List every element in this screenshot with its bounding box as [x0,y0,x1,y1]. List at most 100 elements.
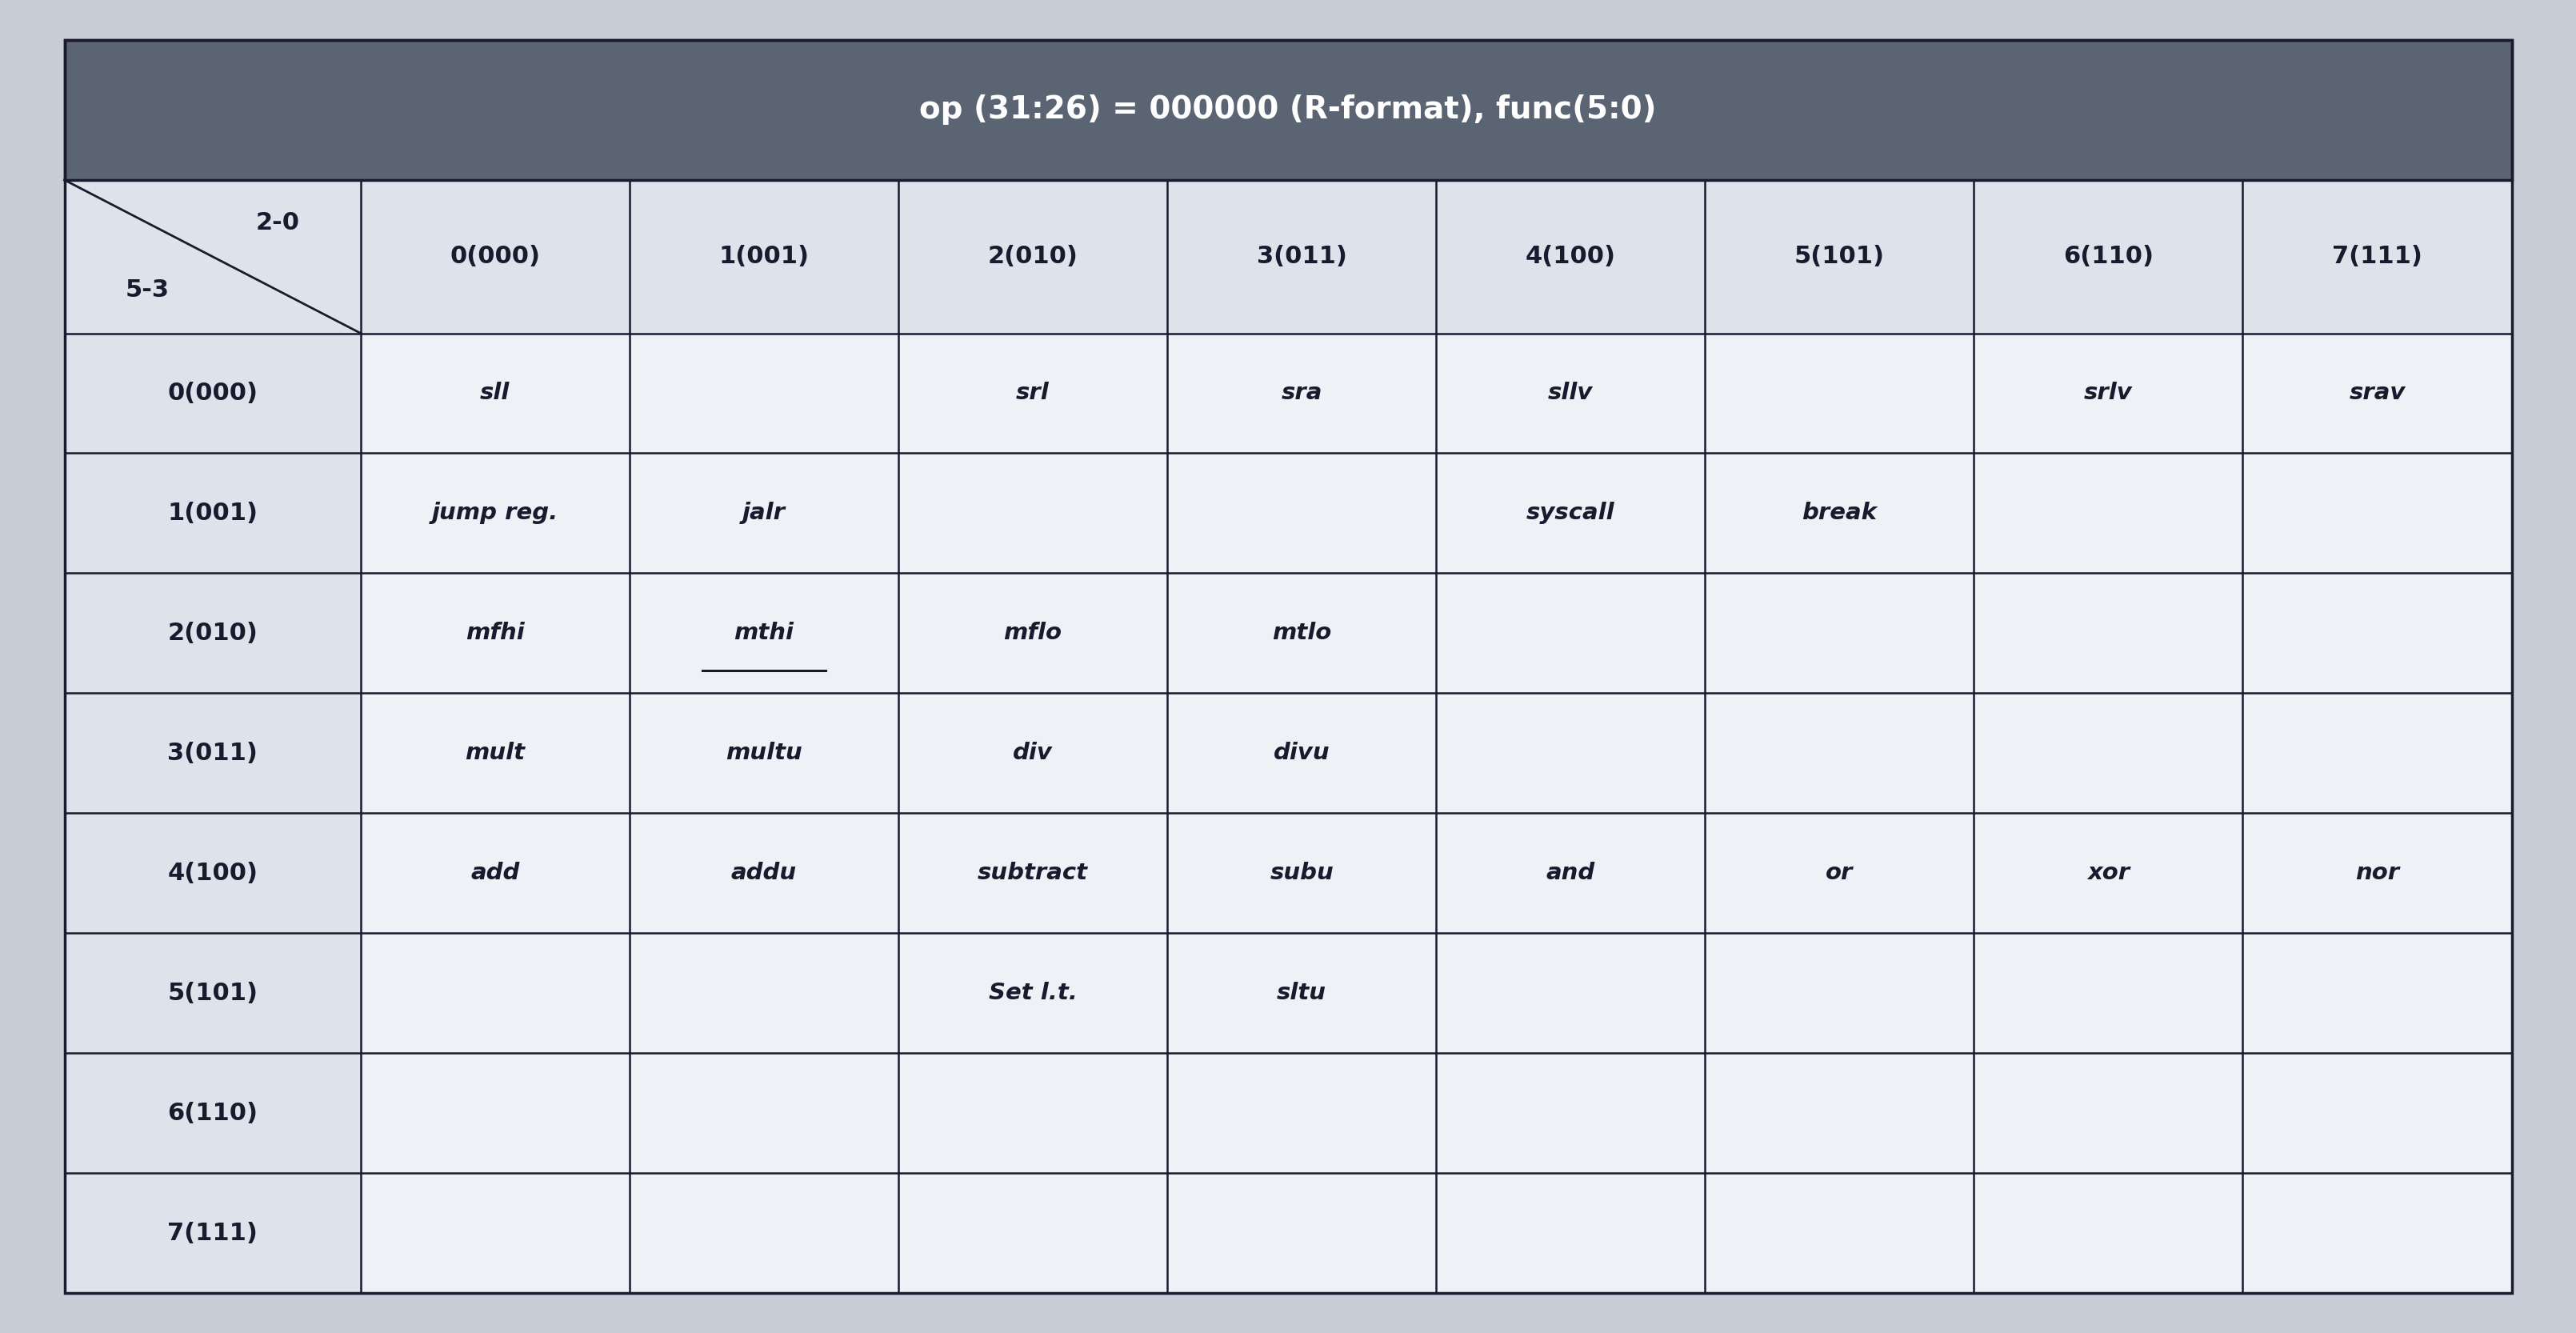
Text: 2-0: 2-0 [255,211,299,235]
Bar [899,813,1167,933]
Bar [2244,1053,2512,1173]
Bar [629,573,899,693]
Text: sllv: sllv [1548,383,1592,404]
Text: multu: multu [726,742,801,764]
Text: subu: subu [1270,862,1334,884]
Bar [899,573,1167,693]
Bar [899,1053,1167,1173]
Text: 2(010): 2(010) [987,245,1077,268]
Text: mflo: mflo [1005,623,1061,644]
Bar [629,933,899,1053]
Bar [1167,1053,1437,1173]
Bar [64,40,2512,180]
Bar [1705,453,1973,573]
Bar [361,573,629,693]
Text: mtlo: mtlo [1273,623,1332,644]
Bar [1973,693,2244,813]
Bar [1705,1053,1973,1173]
Bar [361,693,629,813]
Text: subtract: subtract [979,862,1087,884]
Bar [1973,933,2244,1053]
Bar [2244,333,2512,453]
Bar [1705,1173,1973,1293]
Text: or: or [1826,862,1852,884]
Bar [64,453,361,573]
Bar [1437,813,1705,933]
Bar [2244,693,2512,813]
Bar [2244,933,2512,1053]
Bar [629,1173,899,1293]
Bar [899,1173,1167,1293]
Bar [629,453,899,573]
Bar [1167,333,1437,453]
Text: 5(101): 5(101) [167,981,258,1005]
Text: sll: sll [479,383,510,404]
Bar [1167,693,1437,813]
Text: 4(100): 4(100) [167,861,258,885]
Text: 6(110): 6(110) [2063,245,2154,268]
Bar [1705,693,1973,813]
Bar [2244,453,2512,573]
Bar [1705,813,1973,933]
Text: 0(000): 0(000) [451,245,541,268]
Bar [64,333,361,453]
Text: sltu: sltu [1278,982,1327,1004]
Bar [1437,933,1705,1053]
Text: jalr: jalr [742,503,786,524]
Text: 7(111): 7(111) [167,1221,258,1245]
Text: mthi: mthi [734,623,793,644]
Text: add: add [471,862,520,884]
Text: srlv: srlv [2084,383,2133,404]
Text: srav: srav [2349,383,2406,404]
Text: op (31:26) = 000000 (R-format), func(5:0): op (31:26) = 000000 (R-format), func(5:0… [920,95,1656,125]
Bar [1437,1053,1705,1173]
Text: 1(001): 1(001) [167,501,258,525]
Text: break: break [1801,503,1878,524]
Bar [64,573,361,693]
Bar [1973,573,2244,693]
Bar [1973,813,2244,933]
Bar [1437,1173,1705,1293]
Text: divu: divu [1273,742,1329,764]
Text: mult: mult [466,742,526,764]
Bar [1437,453,1705,573]
Bar [629,333,899,453]
Bar [2244,573,2512,693]
Bar [64,1173,361,1293]
Bar [361,813,629,933]
Bar [1167,1173,1437,1293]
Bar [361,333,629,453]
Text: and: and [1546,862,1595,884]
Text: sra: sra [1280,383,1321,404]
Text: 3(011): 3(011) [1257,245,1347,268]
Text: xor: xor [2087,862,2130,884]
Bar [64,1053,361,1173]
Bar [899,933,1167,1053]
Text: div: div [1012,742,1054,764]
Bar [2244,1173,2512,1293]
Bar [1167,933,1437,1053]
Bar [361,453,629,573]
Bar [361,1053,629,1173]
Text: 4(100): 4(100) [1525,245,1615,268]
Text: 6(110): 6(110) [167,1101,258,1125]
Text: addu: addu [732,862,796,884]
Text: nor: nor [2354,862,2398,884]
Bar [1973,333,2244,453]
Bar [899,333,1167,453]
Bar [64,813,361,933]
Bar [899,693,1167,813]
Text: 7(111): 7(111) [2331,245,2421,268]
Text: mfhi: mfhi [466,623,526,644]
Bar [64,933,361,1053]
Bar [64,693,361,813]
Bar [899,453,1167,573]
Bar [629,1053,899,1173]
Text: syscall: syscall [1528,503,1615,524]
Bar [361,1173,629,1293]
Bar [1437,573,1705,693]
Bar [1973,1173,2244,1293]
Text: jump reg.: jump reg. [433,503,559,524]
Bar [1973,453,2244,573]
Bar [1705,333,1973,453]
